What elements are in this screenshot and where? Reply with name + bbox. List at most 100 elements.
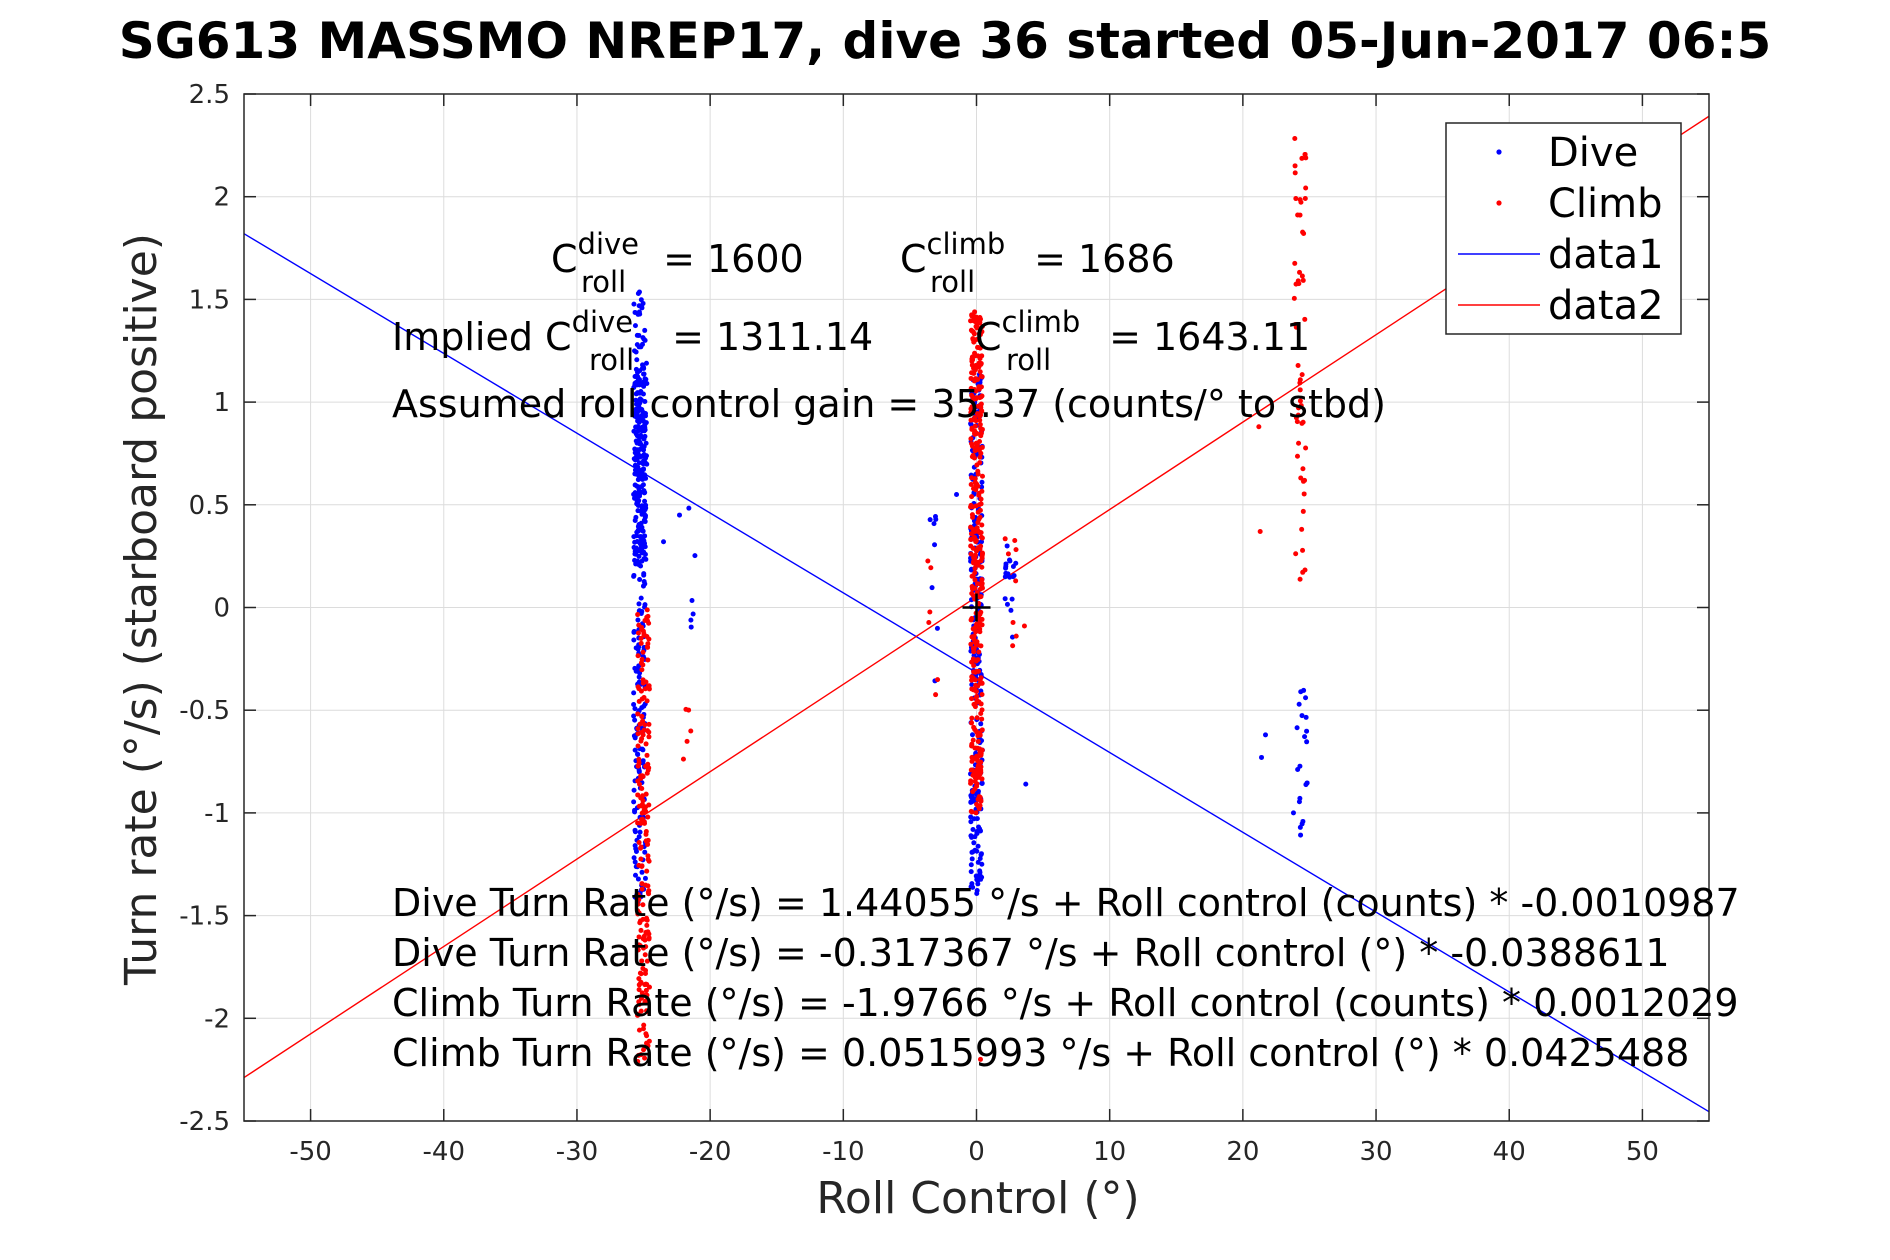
point-climb <box>975 468 981 474</box>
point-climb <box>646 888 652 894</box>
point-climb <box>1298 475 1304 481</box>
point-climb <box>639 990 645 996</box>
point-climb <box>635 684 641 690</box>
point-climb <box>978 751 984 757</box>
point-climb <box>1002 536 1008 542</box>
point-climb <box>636 976 642 982</box>
point-climb <box>638 971 644 977</box>
point-dive <box>640 528 646 534</box>
point-dive <box>1290 810 1296 816</box>
point-climb <box>1296 440 1302 446</box>
point-climb <box>639 886 645 892</box>
point-climb <box>639 786 645 792</box>
point-dive <box>637 829 643 835</box>
point-climb <box>1010 619 1016 625</box>
point-dive <box>632 413 638 419</box>
point-dive <box>632 467 638 473</box>
point-dive <box>641 371 647 377</box>
point-dive <box>639 869 645 875</box>
point-climb <box>644 770 650 776</box>
point-climb <box>970 336 976 342</box>
point-climb <box>1299 372 1305 378</box>
point-climb <box>976 364 982 370</box>
y-tick-label: -1 <box>204 799 230 829</box>
x-tick-label: -30 <box>556 1137 598 1167</box>
point-climb <box>1299 273 1305 279</box>
legend-dive-label: Dive <box>1548 130 1638 176</box>
point-climb <box>972 350 978 356</box>
point-dive <box>635 876 641 882</box>
point-climb <box>638 640 644 646</box>
point-climb <box>971 534 977 540</box>
point-dive <box>969 732 975 738</box>
point-climb <box>1292 260 1298 266</box>
y-tick-label: -0.5 <box>179 696 230 726</box>
point-dive <box>640 425 646 431</box>
point-dive <box>633 379 639 385</box>
point-dive <box>643 502 649 508</box>
point-dive <box>1294 725 1300 731</box>
point-climb <box>637 920 643 926</box>
point-dive <box>974 816 980 822</box>
point-dive <box>634 483 640 489</box>
point-climb <box>976 492 982 498</box>
point-dive <box>979 479 985 485</box>
point-climb <box>928 565 934 571</box>
legend-climb-label: Climb <box>1548 181 1663 227</box>
point-dive <box>1002 596 1008 602</box>
point-climb <box>1293 281 1299 287</box>
point-climb <box>644 644 650 650</box>
point-climb <box>979 444 985 450</box>
point-climb <box>968 410 974 416</box>
point-dive <box>642 498 648 504</box>
y-tick-label: 2.5 <box>189 80 230 110</box>
point-dive <box>969 682 975 688</box>
point-climb <box>645 1000 651 1006</box>
point-climb <box>1013 578 1019 584</box>
point-climb <box>644 698 650 704</box>
point-climb <box>970 737 976 743</box>
point-climb <box>968 504 974 510</box>
point-climb <box>972 431 978 437</box>
point-climb <box>636 934 642 940</box>
point-climb <box>979 324 985 330</box>
point-dive <box>932 513 938 519</box>
point-dive <box>975 843 981 849</box>
point-dive <box>639 467 645 473</box>
point-dive <box>979 780 985 786</box>
point-climb <box>973 629 979 635</box>
point-dive <box>631 301 637 307</box>
y-tick-label: 2 <box>213 183 230 213</box>
point-climb <box>975 657 981 663</box>
point-dive <box>929 585 935 591</box>
point-climb <box>976 699 982 705</box>
point-climb <box>969 494 975 500</box>
y-tick-label: -2 <box>204 1004 230 1034</box>
plot-frame <box>243 93 1710 1122</box>
point-dive <box>642 459 648 465</box>
y-tick-label: 0 <box>213 594 230 624</box>
point-dive <box>692 553 698 559</box>
annotations: Cdive roll = 1600 Cclimb roll = 1686 Impli… <box>392 227 1740 1075</box>
point-climb <box>971 649 977 655</box>
point-dive <box>642 507 648 513</box>
point-dive <box>974 848 980 854</box>
point-climb <box>1021 623 1027 629</box>
point-climb <box>640 916 646 922</box>
point-dive <box>1003 563 1009 569</box>
point-dive <box>1295 766 1301 772</box>
point-dive <box>642 849 648 855</box>
point-dive <box>632 717 638 723</box>
point-climb <box>636 622 642 628</box>
x-tick-label: -50 <box>289 1137 331 1167</box>
point-climb <box>974 411 980 417</box>
gain-annotation: Assumed roll control gain = 35.37 (count… <box>392 382 1386 426</box>
point-climb <box>976 806 982 812</box>
point-climb <box>976 516 982 522</box>
equation-dive-counts: Dive Turn Rate (°/s) = 1.44055 °/s + Rol… <box>392 881 1740 925</box>
point-dive <box>1009 596 1015 602</box>
point-dive <box>974 891 980 897</box>
point-dive <box>631 534 637 540</box>
point-climb <box>971 370 977 376</box>
point-climb <box>1300 419 1306 425</box>
